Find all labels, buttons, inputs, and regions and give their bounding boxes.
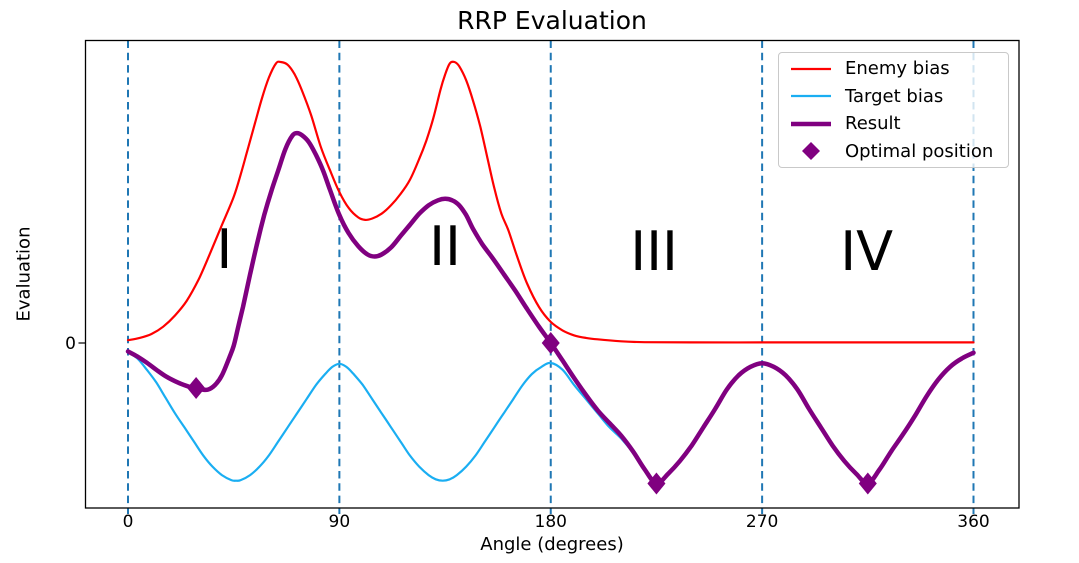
legend-item-optimal-position: Optimal position <box>779 138 1008 164</box>
x-tick-label-90: 90 <box>328 512 351 532</box>
x-tick-label-360: 360 <box>957 512 990 532</box>
optimal-position-marker <box>187 376 206 399</box>
optimal-position-marker <box>858 472 877 495</box>
legend-label: Result <box>845 113 901 135</box>
x-tick-label-270: 270 <box>745 512 779 532</box>
optimal-position-marker <box>541 332 560 354</box>
legend-label: Optimal position <box>845 140 994 162</box>
optimal-position-marker <box>647 472 666 495</box>
legend-item-target-bias: Target bias <box>779 83 1008 109</box>
chart-title: RRP Evaluation <box>457 6 647 35</box>
result-curve <box>125 130 976 486</box>
legend: Enemy bias Target bias Result Optimal posit… <box>778 52 1009 168</box>
legend-item-enemy-bias: Enemy bias <box>779 56 1008 82</box>
region-label-iii: III <box>630 219 678 283</box>
y-axis-label: Evaluation <box>13 226 35 322</box>
enemy-bias-swatch-line-icon <box>791 67 831 70</box>
y-tick-label: 0 <box>65 334 76 354</box>
region-label-iv: IV <box>840 219 894 283</box>
region-label-i: I <box>216 218 233 282</box>
axes-spines <box>84 39 1020 509</box>
legend-label: Enemy bias <box>845 58 950 80</box>
x-tick-label-0: 0 <box>122 512 134 532</box>
target-bias-swatch-line-icon <box>791 95 831 98</box>
result-swatch-line-icon <box>791 121 831 126</box>
legend-label: Target bias <box>845 85 944 107</box>
optimal-position-swatch-diamond-icon <box>802 142 820 161</box>
legend-item-result: Result <box>779 111 1008 137</box>
enemy-bias-curve <box>126 60 975 344</box>
x-tick-label-180: 180 <box>534 512 567 532</box>
x-axis-label: Angle (degrees) <box>480 534 624 555</box>
region-label-ii: II <box>429 215 461 279</box>
